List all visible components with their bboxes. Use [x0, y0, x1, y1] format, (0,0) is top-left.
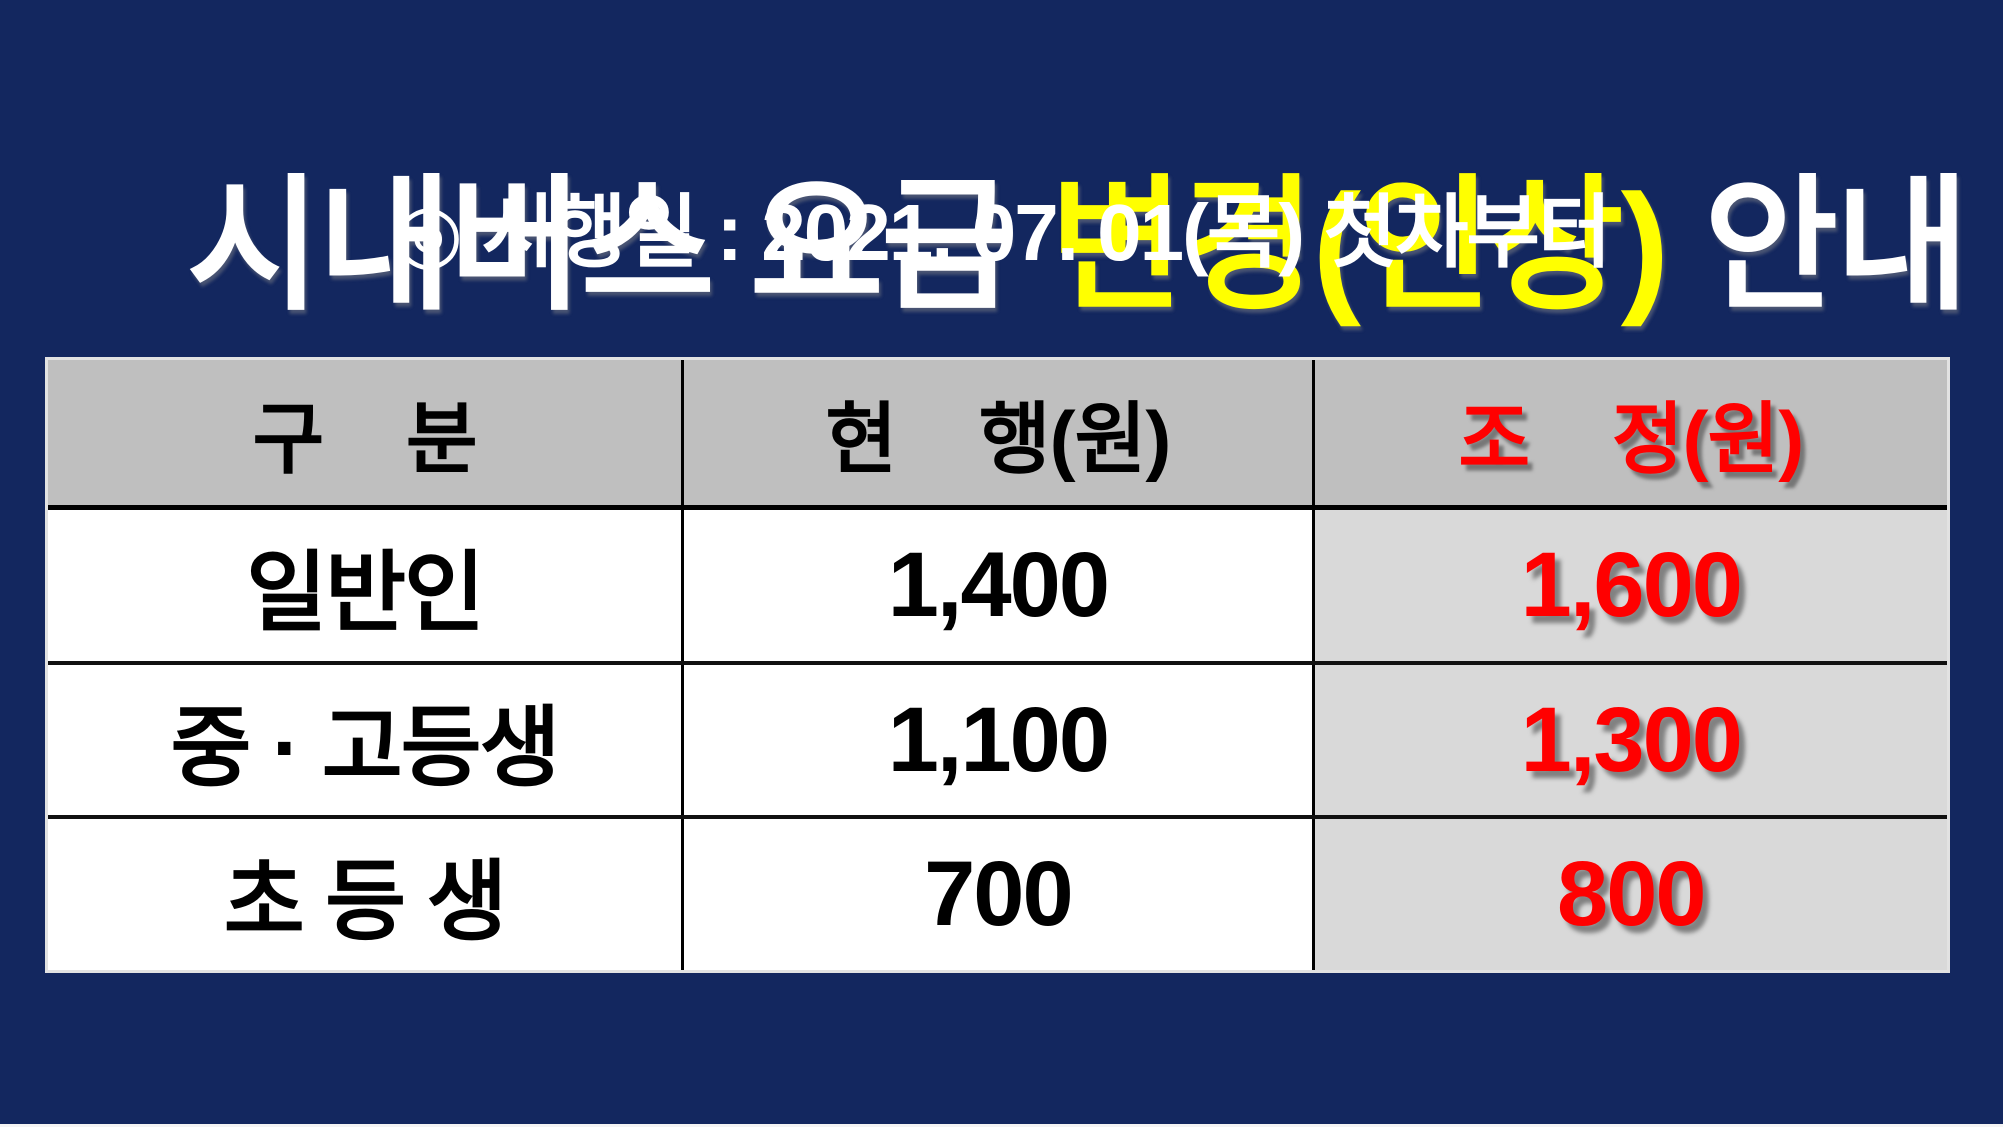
category-cell: 초 등 생 — [48, 819, 685, 971]
page-title: 시내버스 요금 변경(인상) 안내 — [0, 16, 2003, 476]
column-header-current: 현 행(원) — [684, 360, 1315, 505]
category-cell: 중 · 고등생 — [48, 664, 685, 816]
title-text-left: 시내버스 요금 — [186, 164, 1050, 328]
title-highlight: 변경(인상) — [1049, 164, 1670, 328]
fare-table: 구 분 현 행(원) 조 정(원) 일반인 1,400 1,600 중 · 고등… — [45, 357, 1950, 973]
category-cell: 일반인 — [48, 510, 685, 661]
adjusted-fare-cell: 1,300 — [1314, 664, 1947, 816]
adjusted-fare-cell: 1,600 — [1314, 510, 1947, 661]
column-header-category: 구 분 — [48, 360, 685, 505]
table-row-general: 일반인 1,400 1,600 — [48, 510, 1947, 661]
column-header-adjusted: 조 정(원) — [1458, 394, 1804, 483]
current-fare-cell: 1,400 — [684, 510, 1315, 661]
current-fare-cell: 700 — [684, 819, 1315, 971]
discount-note: ※ 교통카드 사용 시 50원 할인 — [0, 992, 2003, 1127]
current-fare-cell: 1,100 — [684, 664, 1315, 816]
title-text-right: 안내 — [1666, 164, 1970, 328]
fare-table-header-row: 구 분 현 행(원) 조 정(원) — [48, 360, 1947, 510]
adjusted-fare-cell: 800 — [1314, 819, 1947, 971]
table-row-elementary-students: 초 등 생 700 800 — [48, 815, 1947, 971]
effective-date-line: ◎ 시행일 : 2021. 07. 01(목) 첫차부터 — [393, 188, 1611, 277]
table-row-middle-high-students: 중 · 고등생 1,100 1,300 — [48, 660, 1947, 816]
bottom-edge-strip — [0, 1124, 2003, 1127]
